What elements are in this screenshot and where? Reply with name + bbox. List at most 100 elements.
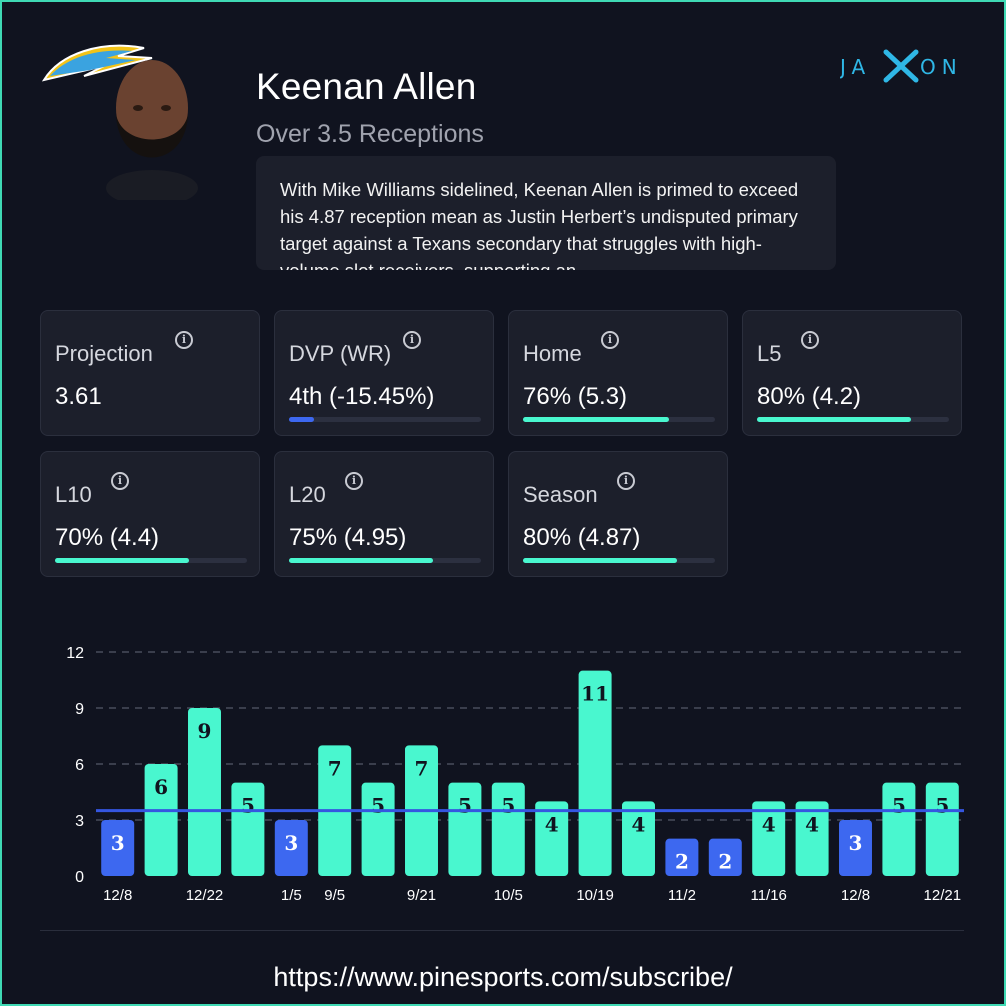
stat-label: Season: [523, 482, 598, 507]
subscribe-link[interactable]: https://www.pinesports.com/subscribe/: [273, 962, 733, 992]
stat-label: DVP (WR): [289, 341, 392, 366]
bar-value-label: 2: [675, 850, 689, 874]
x-tick-label: 1/5: [281, 887, 302, 904]
progress-fill: [289, 558, 433, 563]
bar: [491, 782, 525, 876]
bar-value-label: 5: [241, 794, 255, 818]
stat-value: 3.61: [55, 383, 102, 410]
jaxon-logo-icon: JA ON: [840, 49, 963, 83]
progress-track: [523, 558, 715, 563]
player-headshot-icon: [106, 60, 198, 200]
bar: [274, 820, 308, 876]
chargers-bolt-icon: [41, 44, 153, 82]
bar: [882, 782, 916, 876]
progress-fill: [523, 558, 677, 563]
bar-value-label: 5: [892, 794, 906, 818]
stat-label: L5: [757, 341, 782, 366]
bar-value-label: 9: [198, 719, 212, 743]
prop-line: Over 3.5 Receptions: [256, 120, 484, 148]
bar: [101, 820, 135, 876]
bar: [839, 820, 872, 876]
x-tick-label: 12/22: [186, 887, 224, 904]
bar: [231, 782, 265, 876]
progress-fill: [757, 417, 911, 422]
y-tick-label: 6: [75, 757, 84, 774]
bar: [448, 782, 482, 876]
bar-value-label: 5: [371, 794, 385, 818]
info-icon[interactable]: i: [403, 331, 421, 349]
progress-fill: [289, 417, 314, 422]
progress-fill: [55, 558, 190, 563]
stat-label: L20: [289, 482, 326, 507]
y-tick-label: 12: [66, 645, 84, 662]
bar-value-label: 3: [284, 831, 298, 855]
progress-track: [55, 558, 247, 563]
y-tick-label: 9: [75, 701, 84, 718]
bar-value-label: 5: [935, 794, 949, 818]
bar-value-label: 5: [458, 794, 472, 818]
bar: [622, 801, 655, 876]
info-icon[interactable]: i: [617, 472, 635, 490]
bar-value-label: 4: [545, 812, 559, 836]
progress-fill: [523, 417, 669, 422]
stat-card-season: Season i 80% (4.87): [508, 451, 728, 577]
stat-label: Home: [523, 341, 582, 366]
player-name: Keenan Allen: [256, 66, 477, 107]
analysis-summary: With Mike Williams sidelined, Keenan All…: [256, 156, 836, 270]
info-icon[interactable]: i: [601, 331, 619, 349]
info-icon[interactable]: i: [175, 331, 193, 349]
bar: [578, 670, 612, 876]
x-tick-label: 10/5: [494, 887, 523, 904]
bar: [925, 782, 959, 876]
x-tick-label: 11/16: [750, 887, 786, 904]
x-tick-label: 12/8: [103, 887, 132, 904]
svg-text:ON: ON: [920, 55, 963, 79]
footer-divider: [40, 930, 964, 931]
x-tick-label: 9/5: [324, 887, 345, 904]
stat-value: 70% (4.4): [55, 524, 160, 551]
stat-card-dvp: DVP (WR) i 4th (-15.45%): [274, 310, 494, 436]
stat-value: 80% (4.2): [757, 383, 862, 410]
stat-value: 4th (-15.45%): [289, 383, 435, 410]
stat-card-l10: L10 i 70% (4.4): [40, 451, 260, 577]
bar: [752, 801, 786, 876]
x-tick-label: 11/2: [668, 887, 696, 904]
bar-value-label: 4: [762, 812, 776, 836]
analysis-text: With Mike Williams sidelined, Keenan All…: [280, 179, 799, 270]
svg-text:JA: JA: [840, 55, 871, 79]
info-icon[interactable]: i: [801, 331, 819, 349]
bar: [795, 801, 829, 876]
bar: [361, 782, 395, 876]
bar-value-label: 5: [501, 794, 515, 818]
stat-value: 76% (5.3): [523, 383, 628, 410]
stat-value: 80% (4.87): [523, 524, 641, 551]
bar: [535, 801, 569, 876]
bar: [665, 838, 699, 876]
bar: [144, 764, 178, 876]
bar: [188, 708, 221, 876]
bar-value-label: 4: [805, 812, 819, 836]
bar-value-label: 6: [154, 775, 168, 799]
bar-value-label: 11: [581, 682, 609, 706]
stat-label: Projection: [55, 341, 153, 366]
bar-value-label: 4: [632, 812, 646, 836]
info-icon[interactable]: i: [111, 472, 129, 490]
stat-card-home: Home i 76% (5.3): [508, 310, 728, 436]
stat-card-l5: L5 i 80% (4.2): [742, 310, 962, 436]
stat-label: L10: [55, 482, 92, 507]
bar-value-label: 7: [328, 756, 342, 780]
progress-track: [289, 558, 481, 563]
progress-track: [757, 417, 949, 422]
info-icon[interactable]: i: [345, 472, 363, 490]
x-tick-label: 12/21: [924, 887, 962, 904]
stat-card-projection: Projection i 3.61: [40, 310, 260, 436]
bar: [708, 838, 742, 876]
y-tick-label: 0: [75, 869, 84, 886]
y-tick-label: 3: [75, 813, 84, 830]
bar-value-label: 3: [111, 831, 125, 855]
x-tick-label: 12/8: [841, 887, 870, 904]
stat-value: 75% (4.95): [289, 524, 407, 551]
bar-value-label: 2: [718, 850, 732, 874]
x-tick-label: 10/19: [576, 887, 614, 904]
